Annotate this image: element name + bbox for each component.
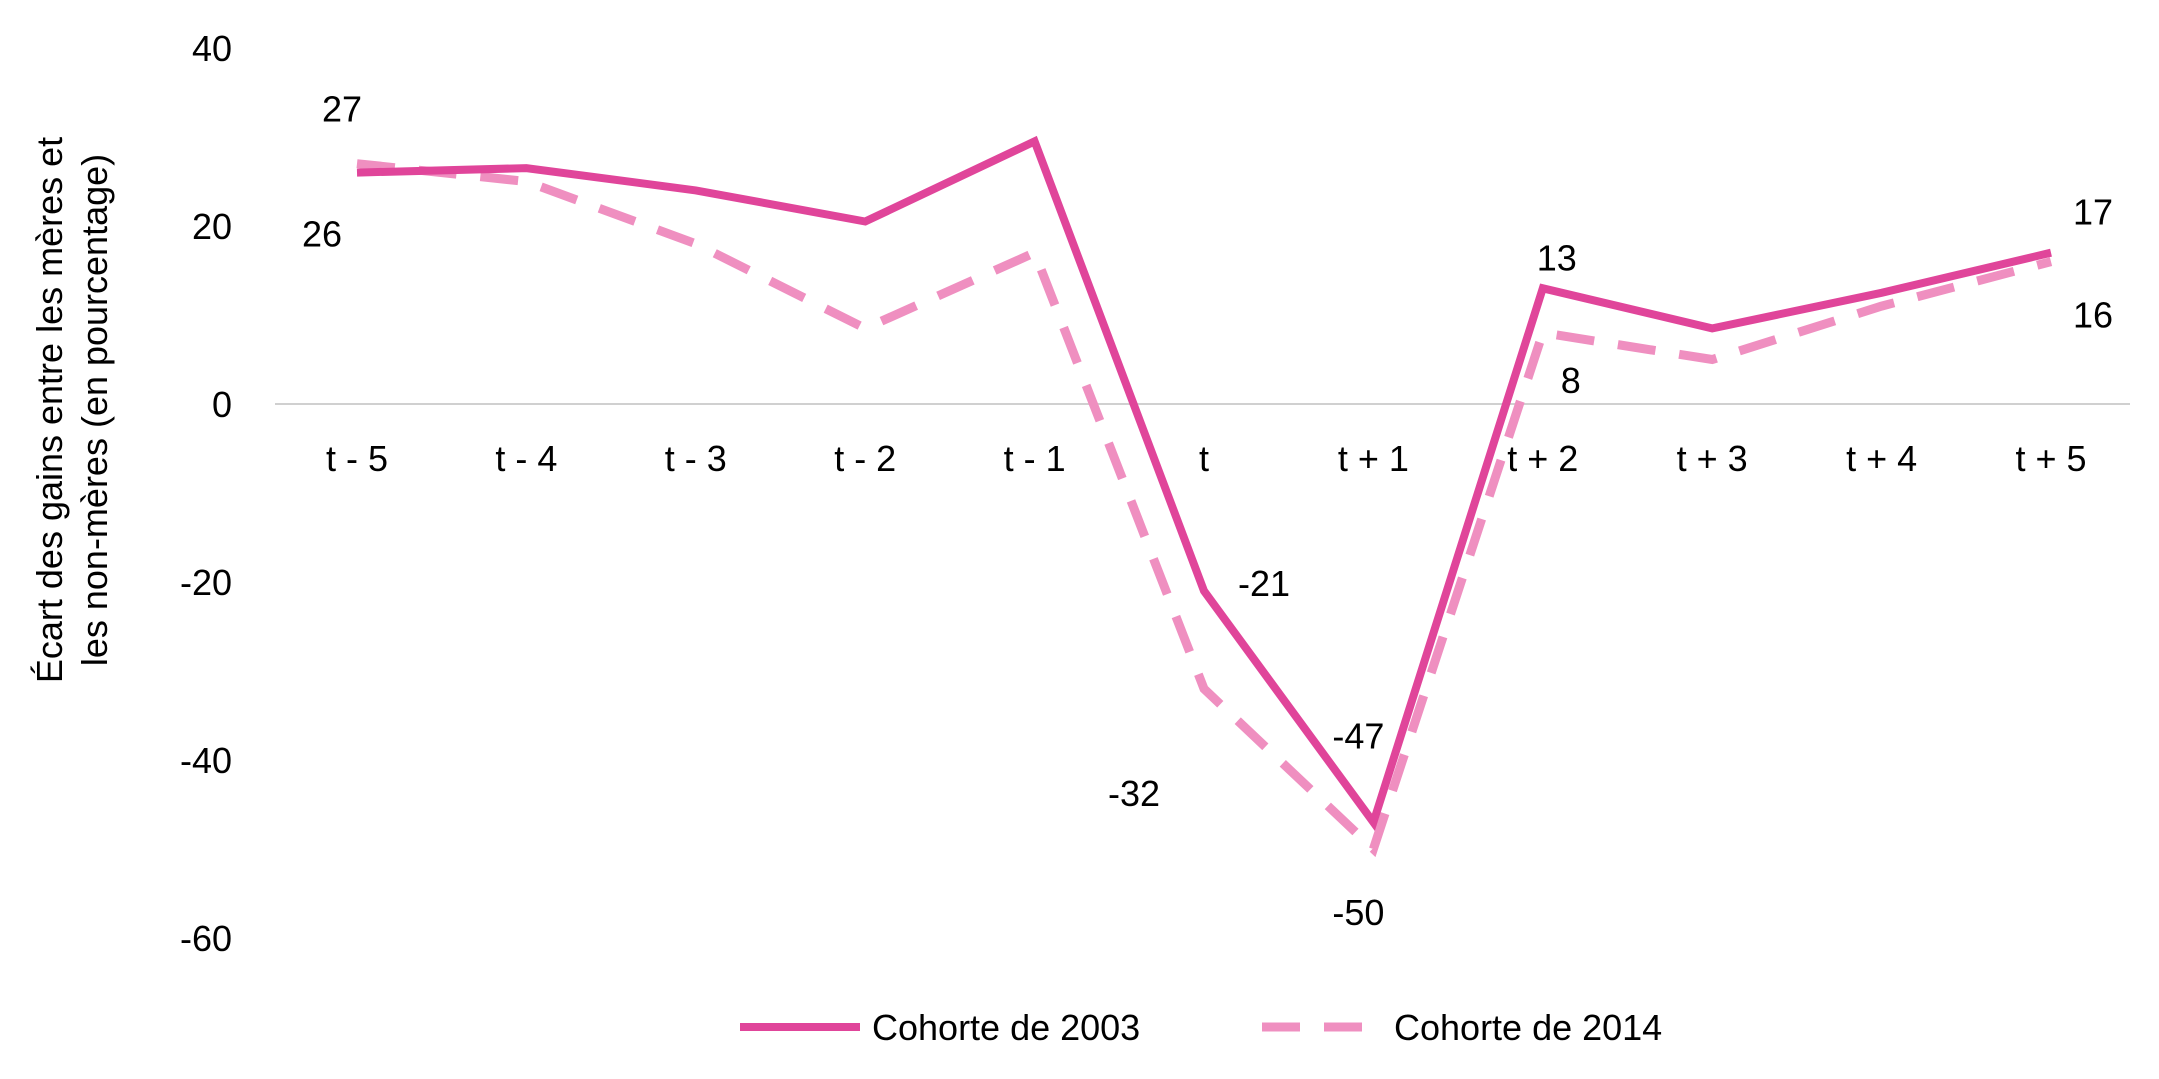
y-axis-title-line: Écart des gains entre les mères et [29,137,70,683]
x-tick-label: t + 1 [1338,438,1409,479]
data-label: -50 [1332,892,1384,933]
data-label: 16 [2073,295,2113,336]
data-label: 13 [1537,237,1577,278]
y-tick-label: -40 [180,740,232,781]
x-tick-label: t - 5 [326,438,388,479]
data-label: -47 [1332,715,1384,756]
x-tick-label: t [1199,438,1209,479]
data-label: 17 [2073,192,2113,233]
x-axis-ticks: t - 5 t - 4 t - 3 t - 2 t - 1 t t + 1 t + 2 t + … [326,438,2087,479]
y-tick-label: 0 [212,384,232,425]
x-tick-label: t - 3 [665,438,727,479]
x-tick-label: t - 1 [1004,438,1066,479]
y-tick-label: 40 [192,28,232,69]
legend: Cohorte de 2003 Cohorte de 2014 [740,1007,1662,1048]
y-tick-label: -60 [180,918,232,959]
series-line-0 [356,135,2052,832]
legend-label-0: Cohorte de 2003 [872,1007,1140,1048]
series-line-1 [356,159,2053,858]
data-label: 27 [322,89,362,130]
x-tick-label: t + 2 [1507,438,1578,479]
x-tick-label: t + 3 [1677,438,1748,479]
y-tick-label: -20 [180,562,232,603]
series-lines [356,135,2053,858]
y-axis-title: Écart des gains entre les mères et les no… [29,137,115,683]
data-label: -32 [1108,773,1160,814]
legend-label-1: Cohorte de 2014 [1394,1007,1662,1048]
data-label: 8 [1561,360,1581,401]
x-tick-label: t - 4 [495,438,557,479]
data-label: 26 [302,214,342,255]
x-tick-label: t + 5 [2015,438,2086,479]
x-tick-label: t - 2 [834,438,896,479]
y-axis-title-line: les non-mères (en pourcentage) [74,154,115,666]
data-labels: 27 26 -21 -32 -47 -50 13 8 17 16 [302,89,2113,933]
y-tick-label: 20 [192,206,232,247]
y-axis-ticks: 40 20 0 -20 -40 -60 [180,28,232,959]
data-label: -21 [1238,563,1290,604]
x-tick-label: t + 4 [1846,438,1917,479]
